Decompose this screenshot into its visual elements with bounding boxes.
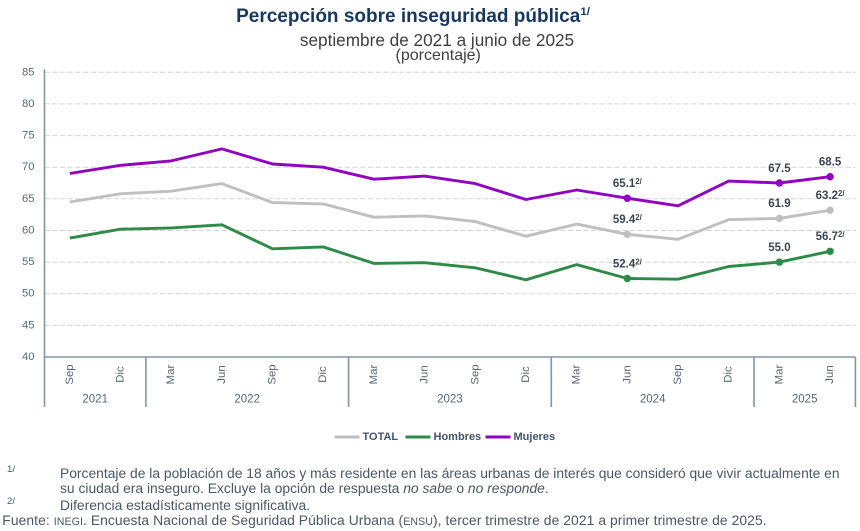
svg-text:Mujeres: Mujeres <box>514 431 556 443</box>
svg-text:Sep: Sep <box>672 364 684 384</box>
svg-text:80: 80 <box>22 98 34 110</box>
svg-text:Sep: Sep <box>469 364 481 384</box>
svg-text:67.5: 67.5 <box>768 163 791 175</box>
svg-text:Mar: Mar <box>571 364 583 384</box>
svg-text:2021: 2021 <box>82 394 108 406</box>
svg-text:50: 50 <box>22 288 34 300</box>
svg-text:2023: 2023 <box>437 394 463 406</box>
svg-text:63.22/: 63.22/ <box>816 189 846 202</box>
svg-text:40: 40 <box>22 351 34 363</box>
svg-text:Dic: Dic <box>520 366 532 383</box>
svg-text:56.72/: 56.72/ <box>816 230 846 243</box>
svg-text:Jun: Jun <box>419 365 431 383</box>
svg-text:55.0: 55.0 <box>768 242 790 254</box>
svg-text:2022: 2022 <box>234 394 260 406</box>
svg-text:70: 70 <box>22 161 34 173</box>
svg-text:55: 55 <box>22 256 34 268</box>
svg-text:Jun: Jun <box>824 365 836 383</box>
svg-text:75: 75 <box>22 130 34 142</box>
svg-text:60: 60 <box>22 225 34 237</box>
svg-text:68.5: 68.5 <box>819 157 842 169</box>
svg-text:Sep: Sep <box>267 364 279 384</box>
svg-text:45: 45 <box>22 319 34 331</box>
svg-text:61.9: 61.9 <box>768 198 790 210</box>
svg-text:Mar: Mar <box>165 364 177 384</box>
svg-text:Dic: Dic <box>115 366 127 383</box>
svg-text:59.42/: 59.42/ <box>613 213 643 226</box>
svg-text:Dic: Dic <box>723 366 735 383</box>
svg-text:Sep: Sep <box>64 364 76 384</box>
svg-text:65: 65 <box>22 193 34 205</box>
svg-text:Mar: Mar <box>773 364 785 384</box>
svg-text:TOTAL: TOTAL <box>363 431 399 443</box>
svg-text:Jun: Jun <box>621 365 633 383</box>
svg-text:Dic: Dic <box>317 366 329 383</box>
svg-text:2025: 2025 <box>792 394 818 406</box>
svg-text:2024: 2024 <box>640 394 666 406</box>
svg-text:65.12/: 65.12/ <box>613 177 643 190</box>
svg-text:85: 85 <box>22 66 34 78</box>
svg-text:52.42/: 52.42/ <box>613 257 643 270</box>
svg-text:Mar: Mar <box>368 364 380 384</box>
svg-text:Hombres: Hombres <box>434 431 482 443</box>
svg-text:Jun: Jun <box>216 365 228 383</box>
